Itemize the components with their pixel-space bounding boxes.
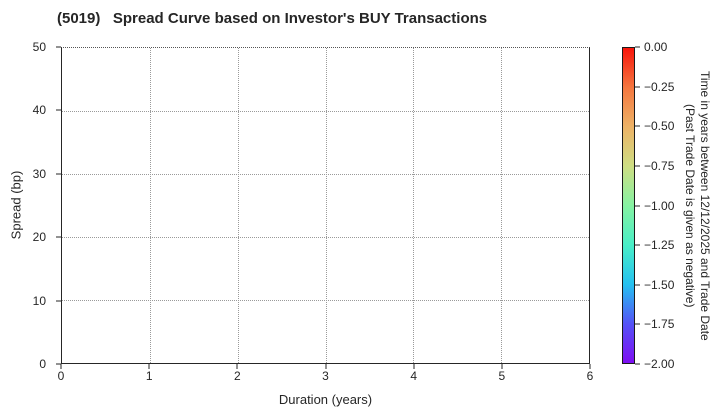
y-tick-label: 30 — [32, 166, 46, 181]
y-tick-mark — [56, 236, 61, 238]
vertical-gridline — [413, 48, 415, 363]
vertical-gridline — [237, 48, 239, 363]
x-tick-mark — [236, 364, 238, 369]
colorbar-tick-mark — [635, 165, 640, 167]
colorbar-tick-mark — [635, 86, 640, 88]
x-tick-label: 6 — [586, 369, 594, 383]
x-tick-mark — [501, 364, 503, 369]
x-tick-label: 1 — [145, 369, 153, 383]
y-tick-label: 10 — [32, 293, 46, 308]
x-axis-tick-labels: 0 1 2 3 4 5 6 — [57, 369, 594, 385]
y-tick-label: 40 — [32, 103, 46, 118]
y-tick-label: 0 — [39, 357, 46, 371]
colorbar-tick-mark — [635, 323, 640, 325]
colorbar-axis-title: Time in years between 12/12/2025 and Tra… — [682, 47, 712, 364]
x-tick-label: 3 — [322, 369, 329, 383]
x-axis-title: Duration (years) — [278, 392, 373, 407]
colorbar-tick-label: −0.75 — [644, 158, 675, 173]
y-tick-mark — [56, 173, 61, 175]
colorbar-tick-mark — [635, 284, 640, 286]
x-tick-mark — [148, 364, 150, 369]
x-axis-tick-marks — [60, 364, 591, 369]
colorbar-tick-label: 0.00 — [644, 40, 668, 54]
x-tick-label: 4 — [410, 369, 417, 383]
colorbar-tick-label: −0.25 — [644, 79, 675, 94]
plot-area — [61, 47, 590, 364]
x-tick-label: 2 — [233, 369, 241, 383]
y-tick-mark — [56, 46, 61, 48]
y-tick-mark — [56, 109, 61, 111]
colorbar-tick-mark — [635, 125, 640, 127]
colorbar-tick-mark — [635, 363, 640, 365]
horizontal-gridline — [62, 237, 589, 238]
colorbar-tick-mark — [635, 205, 640, 206]
colorbar-axis-title-line1: Time in years between 12/12/2025 and Tra… — [698, 70, 712, 341]
x-tick-label: 0 — [57, 369, 65, 383]
x-tick-mark — [325, 364, 326, 369]
x-tick-mark — [413, 364, 415, 369]
y-tick-mark — [56, 363, 61, 365]
colorbar-axis-title-line2: (Past Trade Date is given as negative) — [683, 103, 697, 308]
colorbar-tick-label: −1.75 — [644, 317, 675, 332]
x-tick-mark — [60, 364, 62, 369]
horizontal-gridline — [62, 300, 589, 301]
y-axis-tick-marks — [56, 46, 61, 365]
colorbar-tick-label: −2.00 — [644, 357, 675, 371]
colorbar-tick-label: −1.50 — [644, 277, 675, 292]
colorbar-tick-marks — [635, 46, 640, 365]
y-axis-tick-labels: 0 10 20 30 40 50 — [0, 40, 53, 371]
y-tick-mark — [56, 300, 61, 302]
colorbar-tick-labels: 0.00 −0.25 −0.50 −0.75 −1.00 −1.25 −1.50 −1.75 −… — [644, 40, 690, 371]
vertical-gridline — [149, 48, 151, 363]
colorbar-tick-label: −0.50 — [644, 119, 675, 134]
chart-title: (5019) Spread Curve based on Investor's … — [57, 10, 488, 27]
y-tick-label: 20 — [32, 230, 46, 245]
colorbar-tick-mark — [635, 46, 640, 48]
horizontal-gridline — [62, 174, 589, 175]
colorbar-gradient — [622, 47, 635, 364]
x-tick-label: 5 — [498, 369, 506, 383]
colorbar-tick-label: −1.00 — [644, 198, 675, 213]
horizontal-gridline — [62, 111, 589, 112]
vertical-gridline — [325, 48, 327, 363]
y-tick-label: 50 — [32, 40, 46, 54]
colorbar-tick-label: −1.25 — [644, 238, 675, 253]
x-tick-mark — [589, 364, 591, 369]
colorbar-tick-mark — [635, 244, 640, 246]
vertical-gridline — [501, 48, 503, 363]
